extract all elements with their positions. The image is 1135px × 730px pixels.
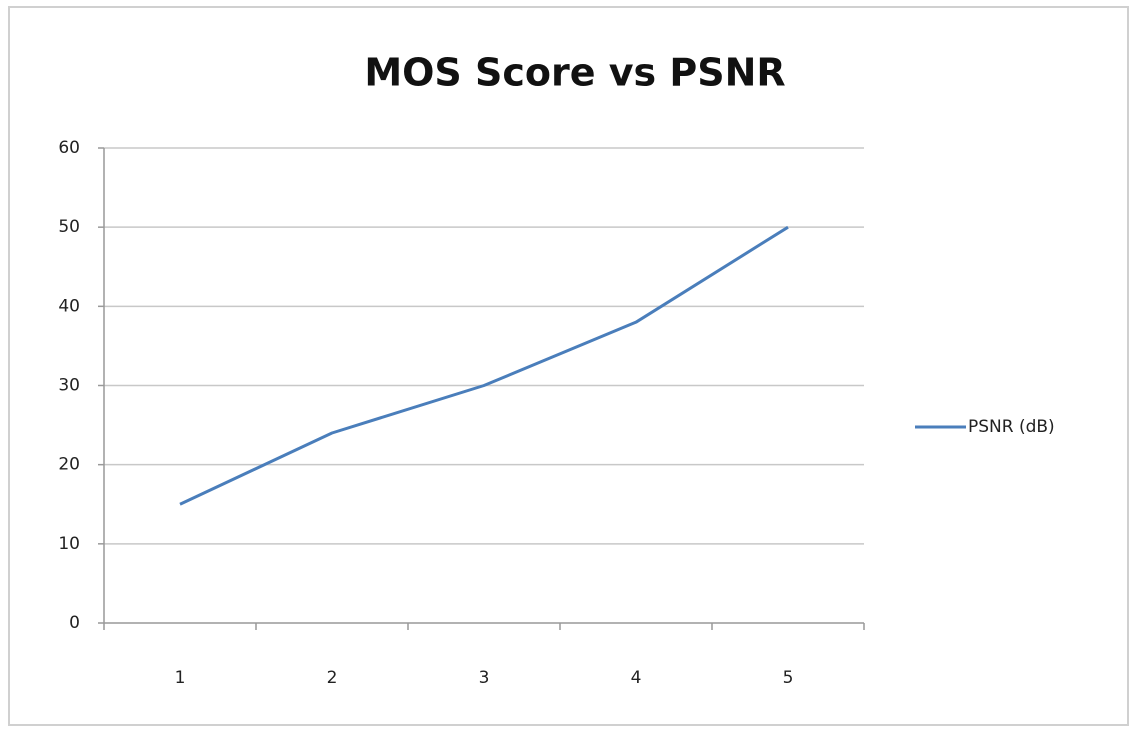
y-tick-label: 0: [69, 613, 80, 633]
x-tick-label: 3: [479, 668, 490, 688]
x-tick-label: 4: [631, 668, 642, 688]
data-line: [179, 225, 789, 506]
x-tick-label: 2: [327, 668, 338, 688]
chart-title: MOS Score vs PSNR: [364, 51, 785, 95]
y-tick-label: 50: [58, 217, 80, 237]
legend-label: PSNR (dB): [968, 417, 1055, 437]
y-tick-label: 20: [58, 455, 80, 475]
x-tick-label: 5: [783, 668, 794, 688]
chart-frame: [8, 6, 1129, 726]
y-tick-label: 10: [58, 534, 80, 554]
y-tick-label: 60: [58, 138, 80, 158]
y-tick-label: 40: [58, 296, 80, 316]
y-tick-label: 30: [58, 376, 80, 396]
x-tick-label: 1: [175, 668, 186, 688]
